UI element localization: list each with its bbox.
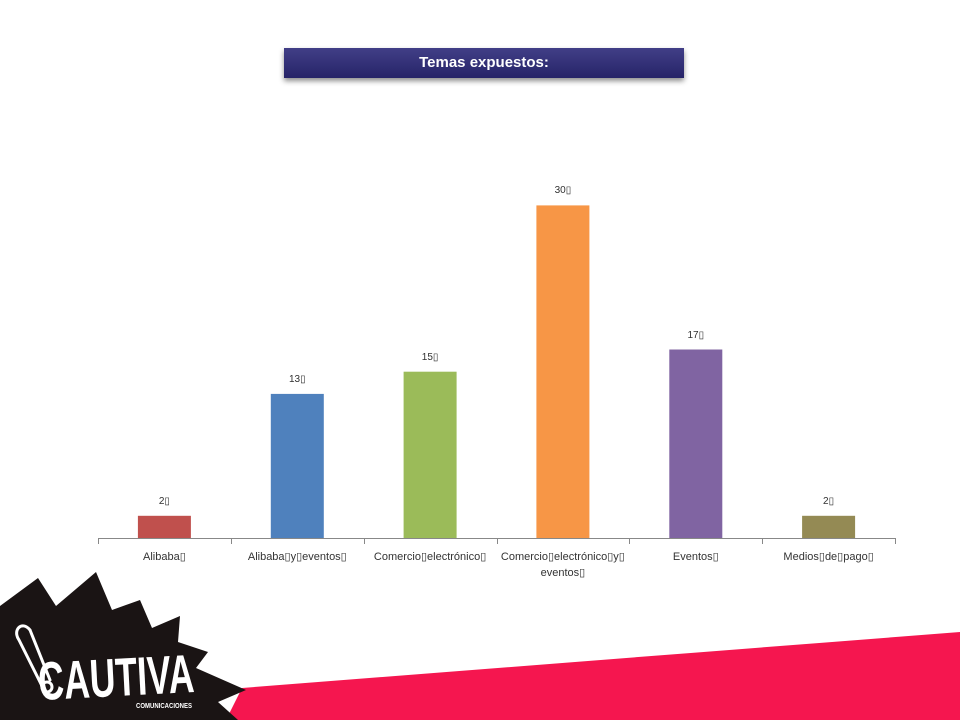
bar-3 xyxy=(403,371,457,538)
bar-4 xyxy=(536,205,590,538)
bar-6 xyxy=(802,515,856,538)
data-label-1: 2▯ xyxy=(158,495,170,507)
chart-plot-area xyxy=(98,205,896,544)
category-label-3: Comercio▯electrónico▯ xyxy=(373,551,487,563)
cautiva-logo: CAUTIVA COMUNICACIONES xyxy=(0,572,246,720)
bar-5 xyxy=(669,349,723,538)
logo-wordmark: CAUTIVA xyxy=(37,644,196,712)
slide-title-bar: Temas expuestos: xyxy=(284,48,684,78)
logo-tagline: COMUNICACIONES xyxy=(136,701,192,710)
accent-swoosh xyxy=(226,632,960,720)
category-label-4: Comercio▯electrónico▯y▯ eventos▯ xyxy=(500,551,625,579)
slide-title: Temas expuestos: xyxy=(419,54,549,71)
bar-chart: 2▯ Alibaba▯ 13▯ Alibaba▯y▯eventos▯ 15▯ Comerc… xyxy=(98,185,896,579)
safety-pin-icon xyxy=(15,624,54,694)
data-label-6: 2▯ xyxy=(823,495,835,507)
category-label-6: Medios▯de▯pago▯ xyxy=(783,551,874,563)
logo-starburst xyxy=(0,572,246,720)
bar-2 xyxy=(270,393,324,538)
data-label-5: 17▯ xyxy=(687,329,705,341)
data-label-2: 13▯ xyxy=(288,373,306,385)
accent-swoosh-shape xyxy=(226,632,960,720)
data-label-4: 30▯ xyxy=(554,185,572,197)
category-label-2: Alibaba▯y▯eventos▯ xyxy=(247,551,347,563)
category-label-5: Eventos▯ xyxy=(672,551,719,563)
category-label-1: Alibaba▯ xyxy=(143,551,186,563)
bar-1 xyxy=(137,515,191,538)
data-label-3: 15▯ xyxy=(421,351,439,363)
